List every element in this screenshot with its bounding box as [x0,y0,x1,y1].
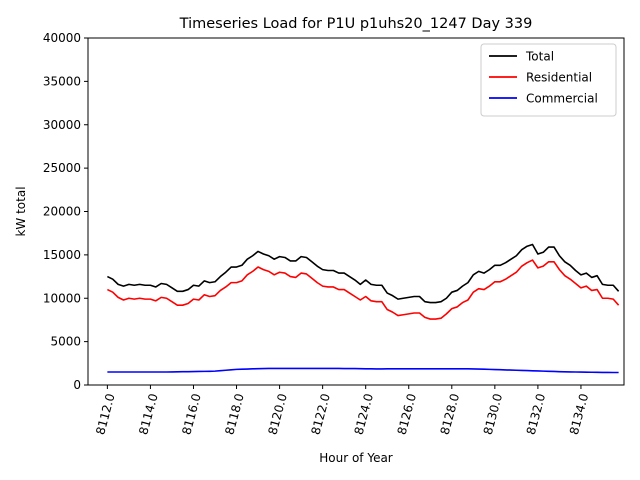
y-tick-label: 10000 [43,291,81,305]
legend-label-commercial: Commercial [526,92,598,106]
series-line-residential [107,259,620,320]
x-tick-label: 8124.0 [352,392,376,436]
y-tick-label: 20000 [43,205,81,219]
y-tick-label: 5000 [50,335,81,349]
x-tick-label: 8128.0 [438,392,462,436]
x-tick-label: 8130.0 [481,392,505,436]
series-line-total [107,243,620,304]
x-axis-label: Hour of Year [319,451,393,465]
y-tick-label: 25000 [43,161,81,175]
legend-label-total: Total [525,50,554,64]
legend-label-residential: Residential [526,71,592,85]
x-tick-label: 8126.0 [395,392,419,436]
y-tick-label: 40000 [43,31,81,45]
legend: Total Residential Commercial [480,43,617,117]
x-tick-label: 8118.0 [222,392,246,436]
y-tick-label: 15000 [43,248,81,262]
y-axis: 0 5000 10000 15000 20000 25000 30000 35000 40000 [43,31,88,392]
x-tick-label: 8120.0 [265,392,289,436]
x-tick-label: 8112.0 [93,392,117,436]
x-tick-label: 8114.0 [136,392,160,436]
x-tick-label: 8116.0 [179,392,203,436]
y-tick-label: 0 [73,378,81,392]
series-lines [107,243,620,374]
x-tick-label: 8122.0 [309,392,333,436]
y-axis-label: kW total [14,186,28,236]
chart-title: Timeseries Load for P1U p1uhs20_1247 Day… [179,16,533,32]
series-line-commercial [107,367,619,374]
x-axis: 8112.0 8114.0 8116.0 8118.0 8120.0 8122.0 8124… [93,385,591,436]
y-tick-label: 30000 [43,118,81,132]
x-tick-label: 8134.0 [567,392,591,436]
y-tick-label: 35000 [43,74,81,88]
x-tick-label: 8132.0 [524,392,548,436]
